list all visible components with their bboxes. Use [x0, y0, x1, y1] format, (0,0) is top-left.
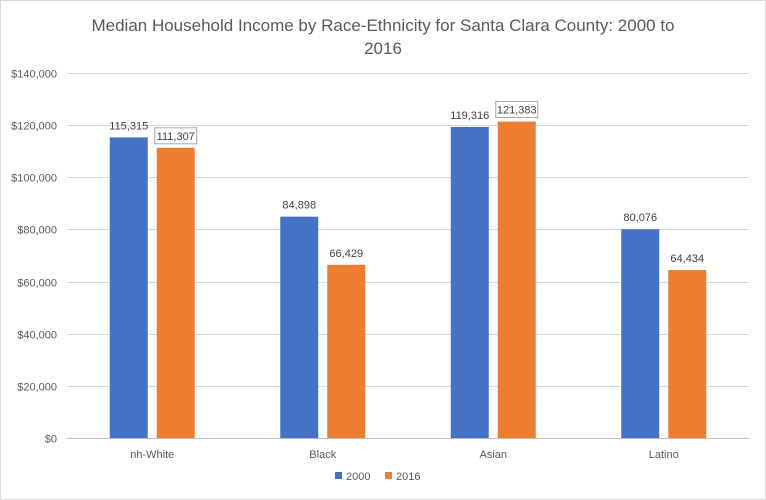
y-tick-label: $80,000 [17, 225, 57, 237]
data-label-box [495, 101, 539, 119]
data-label: 119,316 [450, 110, 489, 122]
y-tick-label: $40,000 [17, 330, 57, 342]
legend: 2000 2016 [335, 471, 420, 483]
y-tick-label: $120,000 [11, 121, 57, 133]
data-labels: 115,315 111,307 84,898 66,429 119,316 121,383… [109, 101, 704, 265]
data-label: 80,076 [623, 212, 657, 224]
data-label: 84,898 [282, 200, 316, 212]
x-axis-ticks: nh-White Black Asian Latino [130, 449, 679, 461]
y-tick-label: $140,000 [11, 69, 57, 81]
data-label: 66,429 [329, 248, 363, 260]
y-tick-label: $20,000 [17, 382, 57, 394]
data-label-box [154, 127, 198, 145]
bar-2016-Black [327, 264, 366, 438]
y-tick-label: $60,000 [17, 278, 57, 290]
x-tick-label: Asian [479, 449, 507, 461]
data-label: 111,307 [157, 131, 195, 143]
bar-2000-nh-White [109, 137, 148, 439]
chart-title-line-2: 2016 [364, 39, 402, 58]
legend-swatch-2016 [385, 472, 392, 479]
legend-label-2016: 2016 [396, 471, 420, 483]
y-axis-ticks: $0 $20,000 $40,000 $60,000 $80,000 $100,000 $1… [11, 69, 57, 446]
bar-2016-nh-White [156, 147, 195, 438]
bar-2000-Black [280, 216, 319, 438]
y-tick-label: $100,000 [11, 173, 57, 185]
x-tick-label: nh-White [130, 449, 174, 461]
legend-swatch-2000 [335, 472, 342, 479]
data-label: 121,383 [497, 105, 537, 117]
data-label: 64,434 [670, 253, 704, 265]
bars [109, 121, 707, 439]
y-tick-label: $0 [45, 434, 57, 446]
bar-2000-Asian [450, 126, 489, 438]
bar-2000-Latino [621, 229, 660, 438]
legend-label-2000: 2000 [346, 471, 370, 483]
x-tick-label: Black [309, 449, 336, 461]
bar-2016-Asian [497, 121, 536, 439]
x-tick-label: Latino [649, 449, 679, 461]
data-label: 115,315 [109, 120, 148, 132]
bar-2016-Latino [668, 270, 707, 438]
chart-title-line-1: Median Household Income by Race-Ethnicit… [91, 16, 674, 35]
